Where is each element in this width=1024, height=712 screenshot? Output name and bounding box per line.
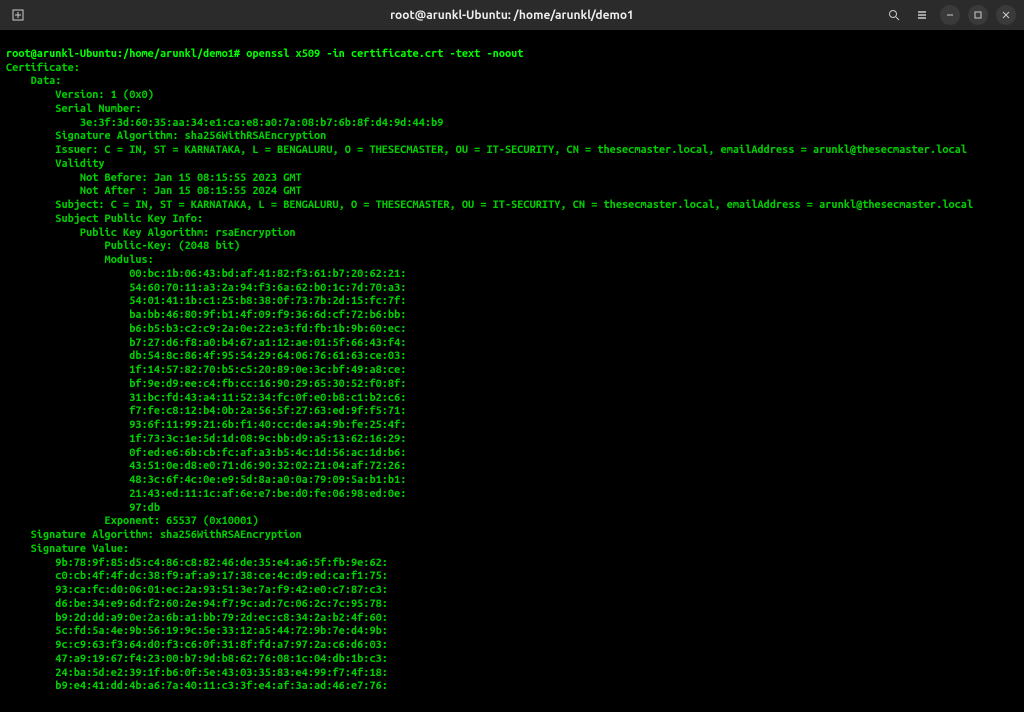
titlebar-right [884,5,1016,25]
output-line: Public-Key: (2048 bit) [6,240,1018,254]
new-tab-icon[interactable] [8,5,28,25]
output-line: Exponent: 65537 (0x10001) [6,515,1018,529]
prompt-text: root@arunkl-Ubuntu:/home/arunkl/demo1# [6,48,240,60]
output-line: b9:2d:dd:a9:0e:2a:6b:a1:bb:79:2d:ec:c8:3… [6,612,1018,626]
output-line: 9b:78:9f:85:d5:c4:86:c8:82:46:de:35:e4:a… [6,557,1018,571]
output-line: 3e:3f:3d:60:35:aa:34:e1:ca:e8:a0:7a:08:b… [6,117,1018,131]
output-line: Version: 1 (0x0) [6,89,1018,103]
output-line: 93:ca:fc:d0:06:01:ec:2a:93:51:3e:7a:f9:4… [6,584,1018,598]
output-line: 54:01:41:1b:c1:25:b8:38:0f:73:7b:2d:15:f… [6,295,1018,309]
output-lines: Certificate: Data: Version: 1 (0x0) Seri… [6,62,1018,695]
close-button[interactable] [996,5,1016,25]
output-line: Public Key Algorithm: rsaEncryption [6,227,1018,241]
output-line: bf:9e:d9:ee:c4:fb:cc:16:90:29:65:30:52:f… [6,378,1018,392]
output-line: 1f:73:3c:1e:5d:1d:08:9c:bb:d9:a5:13:62:1… [6,433,1018,447]
terminal-content[interactable]: root@arunkl-Ubuntu:/home/arunkl/demo1# o… [0,30,1024,712]
output-line: Issuer: C = IN, ST = KARNATAKA, L = BENG… [6,144,1018,158]
search-icon[interactable] [884,5,904,25]
output-line: 5c:fd:5a:4e:9b:56:19:9c:5e:33:12:a5:44:7… [6,625,1018,639]
output-line: Data: [6,75,1018,89]
output-line: Subject Public Key Info: [6,213,1018,227]
output-line: 00:bc:1b:06:43:bd:af:41:82:f3:61:b7:20:6… [6,268,1018,282]
output-line: c0:cb:4f:4f:dc:38:f9:af:a9:17:38:ce:4c:d… [6,570,1018,584]
menu-icon[interactable] [912,5,932,25]
output-line: 47:a9:19:67:f4:23:00:b7:9d:b8:62:76:08:1… [6,653,1018,667]
minimize-button[interactable] [940,5,960,25]
output-line: Modulus: [6,254,1018,268]
window-title: root@arunkl-Ubuntu: /home/arunkl/demo1 [390,8,634,23]
output-line: Signature Algorithm: sha256WithRSAEncryp… [6,130,1018,144]
output-line: 43:51:0e:d8:e0:71:d6:90:32:02:21:04:af:7… [6,460,1018,474]
output-line: 0f:ed:e6:6b:cb:fc:af:a3:b5:4c:1d:56:ac:1… [6,447,1018,461]
output-line: f7:fe:c8:12:b4:0b:2a:56:5f:27:63:ed:9f:f… [6,405,1018,419]
output-line: 93:6f:11:99:21:6b:f1:40:cc:de:a4:9b:fe:2… [6,419,1018,433]
output-line: ba:bb:46:80:9f:b1:4f:09:f9:36:6d:cf:72:b… [6,309,1018,323]
titlebar-left [8,5,28,25]
output-line: Not After : Jan 15 08:15:55 2024 GMT [6,185,1018,199]
output-line: 48:3c:6f:4c:0e:e9:5d:8a:a0:0a:79:09:5a:b… [6,474,1018,488]
output-line: db:54:8c:86:4f:95:54:29:64:06:76:61:63:c… [6,350,1018,364]
maximize-button[interactable] [968,5,988,25]
output-line: Serial Number: [6,103,1018,117]
command-text: openssl x509 -in certificate.crt -text -… [246,48,523,60]
output-line: 31:bc:fd:43:a4:11:52:34:fc:0f:e0:b8:c1:b… [6,392,1018,406]
output-line: d6:be:34:e9:6d:f2:60:2e:94:f7:9c:ad:7c:0… [6,598,1018,612]
output-line: 21:43:ed:11:1c:af:6e:e7:be:d0:fe:06:98:e… [6,488,1018,502]
output-line: Certificate: [6,62,1018,76]
output-line: b9:e4:41:dd:4b:a6:7a:40:11:c3:3f:e4:af:3… [6,680,1018,694]
output-line: Validity [6,158,1018,172]
output-line: b6:b5:b3:c2:c9:2a:0e:22:e3:fd:fb:1b:9b:6… [6,323,1018,337]
output-line: Not Before: Jan 15 08:15:55 2023 GMT [6,172,1018,186]
output-line: b7:27:d6:f8:a0:b4:67:a1:12:ae:01:5f:66:4… [6,337,1018,351]
output-line: 24:ba:5d:e2:39:1f:b6:0f:5e:43:03:35:83:e… [6,667,1018,681]
output-line: 1f:14:57:82:70:b5:c5:20:89:0e:3c:bf:49:a… [6,364,1018,378]
output-line: 9c:c9:63:f3:64:d0:f3:c6:0f:31:8f:fd:a7:9… [6,639,1018,653]
output-line: 54:60:70:11:a3:2a:94:f3:6a:62:b0:1c:7d:7… [6,282,1018,296]
output-line: Subject: C = IN, ST = KARNATAKA, L = BEN… [6,199,1018,213]
output-line: Signature Algorithm: sha256WithRSAEncryp… [6,529,1018,543]
output-line: Signature Value: [6,543,1018,557]
titlebar: root@arunkl-Ubuntu: /home/arunkl/demo1 [0,0,1024,30]
